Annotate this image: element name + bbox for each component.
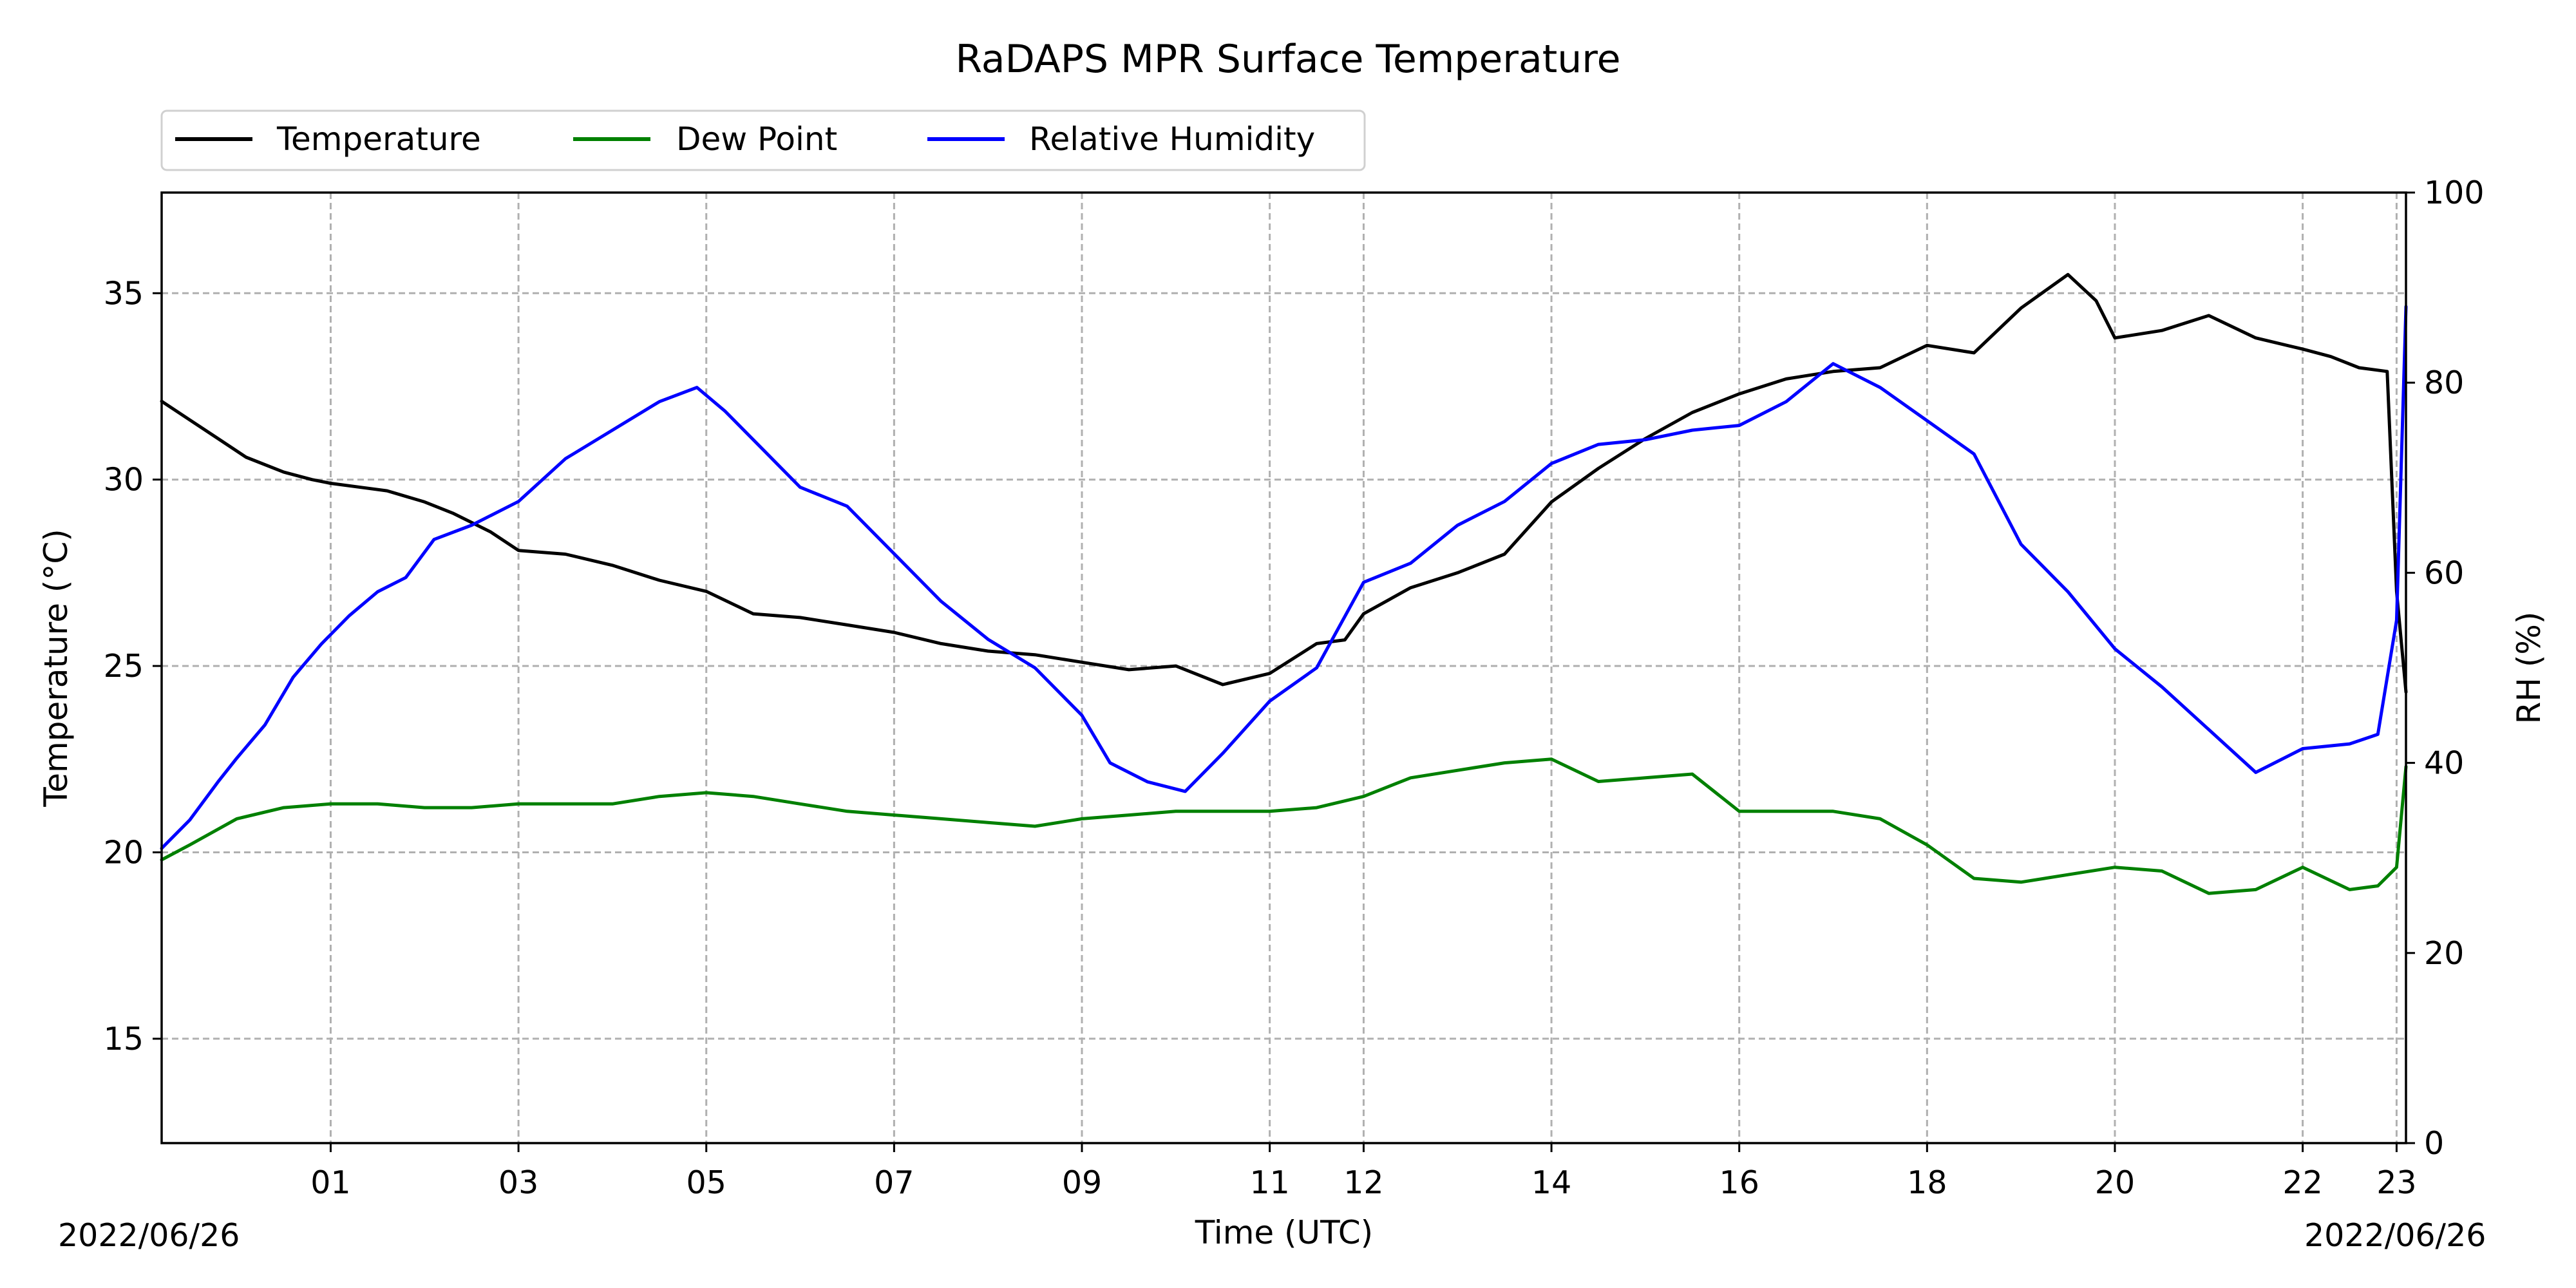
date-end-label: 2022/06/26 <box>2304 1217 2486 1254</box>
y2-tick-label: 80 <box>2424 365 2464 401</box>
y2-tick-label: 0 <box>2424 1125 2444 1162</box>
chart-title: RaDAPS MPR Surface Temperature <box>955 37 1620 82</box>
y-tick-label: 25 <box>104 648 144 685</box>
x-tick-label: 07 <box>874 1164 914 1201</box>
x-tick-label: 16 <box>1719 1164 1759 1201</box>
date-start-label: 2022/06/26 <box>58 1217 240 1254</box>
series-line-temperature <box>160 272 2408 694</box>
legend-label-dew-point: Dew Point <box>676 120 837 158</box>
x-tick-label: 14 <box>1531 1164 1571 1201</box>
y2-tick-label: 40 <box>2424 745 2464 782</box>
x-tick-label: 09 <box>1062 1164 1102 1201</box>
legend-label-relative-humidity: Relative Humidity <box>1029 120 1315 158</box>
x-tick-label: 11 <box>1249 1164 1289 1201</box>
plot-frame <box>160 191 2407 1144</box>
series-layer <box>160 272 2408 895</box>
x-tick-label: 12 <box>1343 1164 1383 1201</box>
y-tick-label: 15 <box>104 1021 144 1057</box>
x-axis-title: Time (UTC) <box>1195 1214 1373 1251</box>
series-line-relative-humidity <box>160 305 2408 850</box>
x-tick-label: 03 <box>498 1164 538 1201</box>
y2-tick-label: 60 <box>2424 554 2464 591</box>
y2-axis-title: RH (%) <box>2510 612 2548 724</box>
x-tick-label: 23 <box>2376 1164 2416 1201</box>
x-tick-label: 18 <box>1907 1164 1947 1201</box>
tick-layer: 01 03 05 07 09 11 12 14 16 18 20 22 23 15 20 25 30 35 0 20 4… <box>104 175 2485 1201</box>
x-tick-label: 05 <box>687 1164 726 1201</box>
legend-label-temperature: Temperature <box>276 120 481 158</box>
x-tick-label: 22 <box>2282 1164 2322 1201</box>
grid-layer <box>162 193 2406 1143</box>
legend: Temperature Dew Point Relative Humidity <box>160 109 1366 171</box>
legend-box <box>160 109 1366 171</box>
series-line-dew-point <box>160 757 2408 895</box>
y-tick-label: 35 <box>104 275 144 312</box>
y-axis-title: Temperature (°C) <box>37 529 75 808</box>
y-tick-label: 20 <box>104 835 144 871</box>
y-tick-label: 30 <box>104 462 144 498</box>
x-tick-label: 20 <box>2095 1164 2135 1201</box>
y2-tick-label: 100 <box>2424 175 2485 211</box>
y2-tick-label: 20 <box>2424 935 2464 972</box>
x-tick-label: 01 <box>310 1164 350 1201</box>
